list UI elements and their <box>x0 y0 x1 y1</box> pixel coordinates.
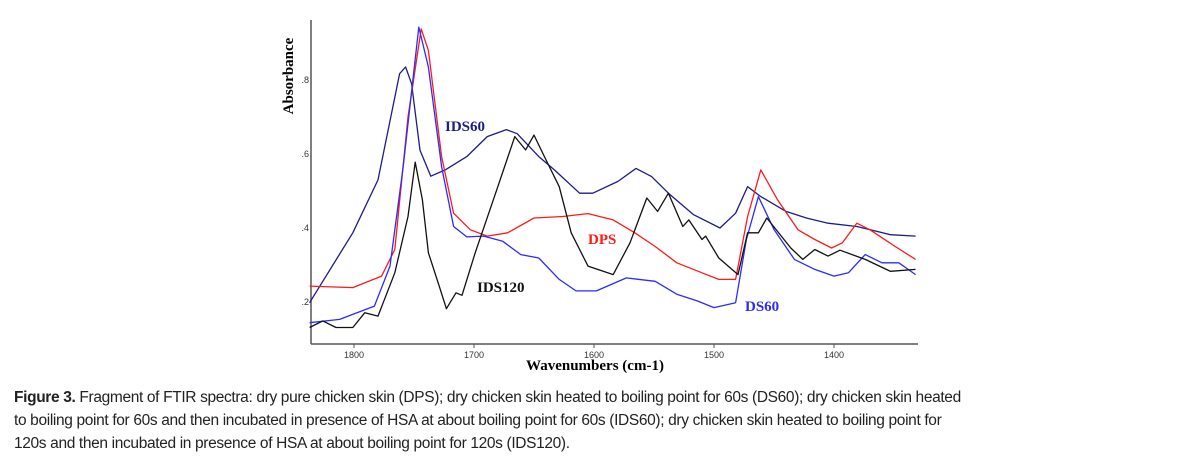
x-tick-label: 1600 <box>584 350 604 360</box>
x-axis-title: Wavenumbers (cm-1) <box>526 358 664 374</box>
y-tick-label: .8 <box>301 75 309 85</box>
y-tick-label: .2 <box>301 297 309 307</box>
series-line-dps <box>309 28 916 289</box>
caption-line-2: to boiling point for 60s and then incuba… <box>14 412 942 429</box>
caption-line-1: Figure 3. Fragment of FTIR spectra: dry … <box>14 386 1190 409</box>
series-label-ids120: IDS120 <box>477 280 525 296</box>
series-line-ids120 <box>309 134 916 329</box>
caption-line-3: 120s and then incubated in presence of H… <box>14 435 570 452</box>
axes <box>310 20 918 345</box>
y-tick-label: .6 <box>301 149 309 159</box>
y-axis-title: Absorbance <box>281 37 297 114</box>
caption-text-1: Fragment of FTIR spectra: dry pure chick… <box>75 389 961 406</box>
series-label-ids60: IDS60 <box>445 119 485 135</box>
figure-caption: Figure 3. Fragment of FTIR spectra: dry … <box>14 386 1190 455</box>
x-tick-label: 1800 <box>344 350 364 360</box>
caption-label: Figure 3. <box>14 389 76 406</box>
x-tick-label: 1700 <box>464 350 484 360</box>
series-line-ds60 <box>309 26 916 324</box>
x-tick-label: 1400 <box>824 350 844 360</box>
ftir-chart: 1800 1700 1600 1500 1400 .2 .4 .6 .8 Wavenumbers… <box>281 20 918 374</box>
y-tick-label: .4 <box>301 223 309 233</box>
series-line-ids60 <box>309 66 916 304</box>
x-tick-label: 1500 <box>704 350 724 360</box>
series-label-dps: DPS <box>588 232 616 248</box>
series-label-ds60: DS60 <box>745 299 779 315</box>
